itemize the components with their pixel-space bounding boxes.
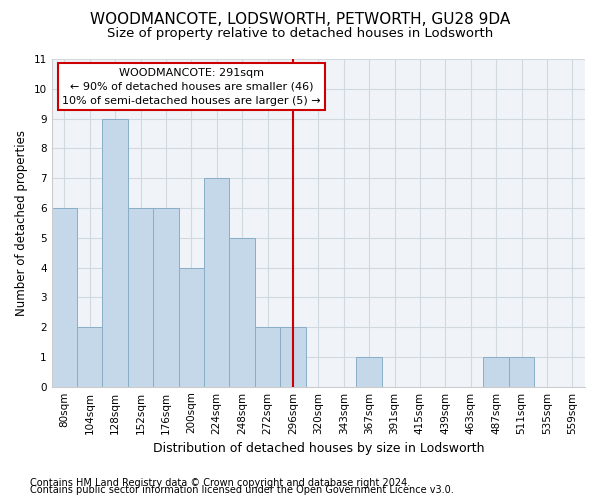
Text: WOODMANCOTE: 291sqm
← 90% of detached houses are smaller (46)
10% of semi-detach: WOODMANCOTE: 291sqm ← 90% of detached ho… <box>62 68 320 106</box>
Bar <box>356 357 382 386</box>
Bar <box>179 268 204 386</box>
Bar <box>128 208 153 386</box>
Bar <box>484 357 509 386</box>
Text: Contains HM Land Registry data © Crown copyright and database right 2024.: Contains HM Land Registry data © Crown c… <box>30 478 410 488</box>
Bar <box>153 208 179 386</box>
Text: Contains public sector information licensed under the Open Government Licence v3: Contains public sector information licen… <box>30 485 454 495</box>
Bar <box>229 238 255 386</box>
Bar <box>77 327 103 386</box>
Bar <box>204 178 229 386</box>
Bar <box>509 357 534 386</box>
Bar <box>255 327 280 386</box>
Bar <box>280 327 305 386</box>
X-axis label: Distribution of detached houses by size in Lodsworth: Distribution of detached houses by size … <box>152 442 484 455</box>
Text: WOODMANCOTE, LODSWORTH, PETWORTH, GU28 9DA: WOODMANCOTE, LODSWORTH, PETWORTH, GU28 9… <box>90 12 510 28</box>
Text: Size of property relative to detached houses in Lodsworth: Size of property relative to detached ho… <box>107 28 493 40</box>
Y-axis label: Number of detached properties: Number of detached properties <box>15 130 28 316</box>
Bar <box>52 208 77 386</box>
Bar <box>103 118 128 386</box>
